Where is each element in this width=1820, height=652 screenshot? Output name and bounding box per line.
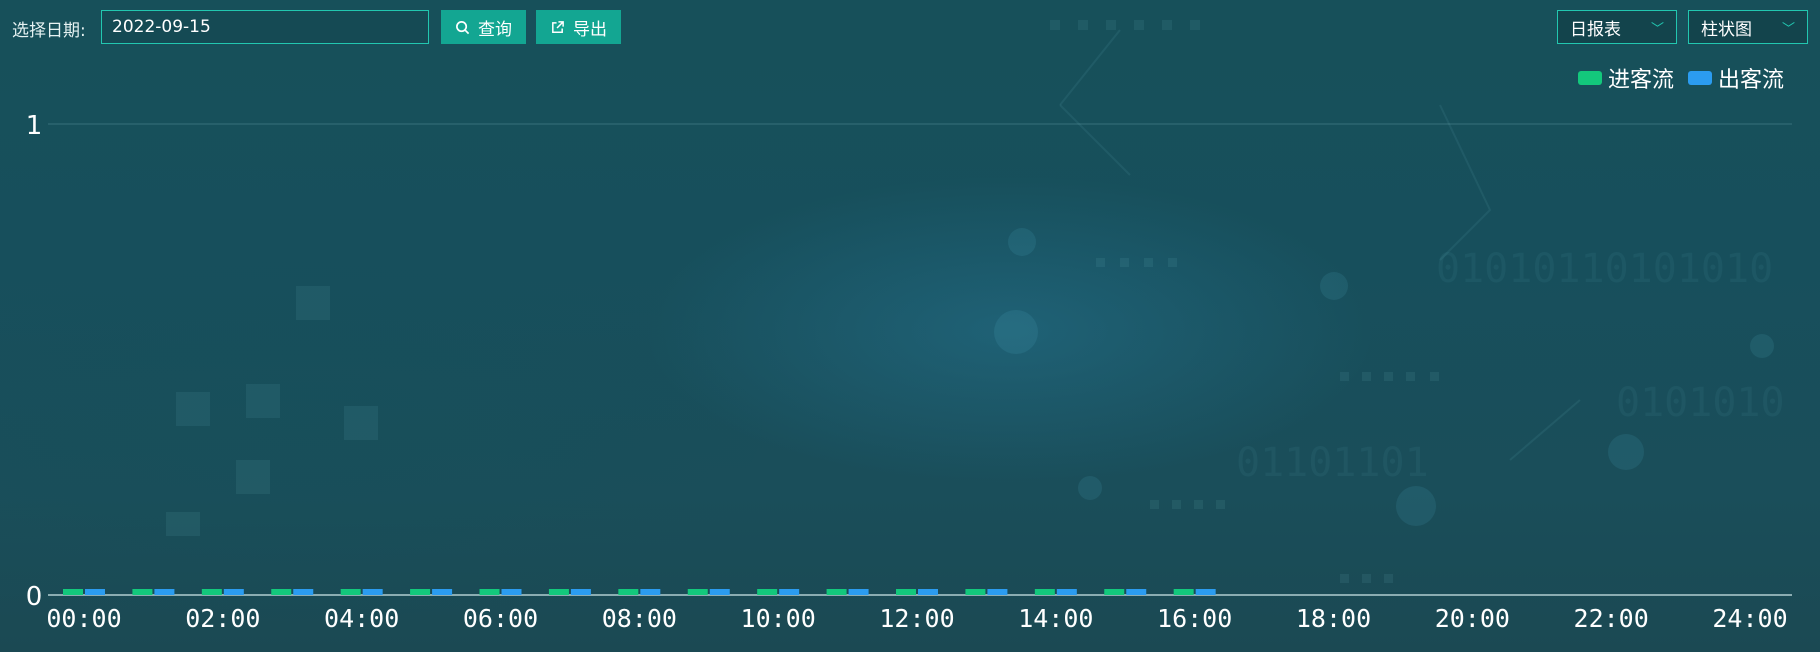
legend-swatch-in [1577, 71, 1602, 85]
chart-type-value: 柱状图 [1701, 19, 1752, 40]
x-tick-label: 00:00 [46, 604, 121, 633]
bar [1126, 589, 1147, 595]
legend-label-out: 出客流 [1717, 68, 1784, 93]
bar [687, 589, 708, 595]
y-tick-label: 1 [26, 111, 43, 141]
bar [1173, 589, 1194, 595]
bar [154, 589, 175, 595]
bar [757, 589, 778, 595]
bar [432, 589, 453, 595]
svg-text:0101010: 0101010 [1616, 380, 1785, 426]
export-icon [552, 20, 564, 33]
search-icon [456, 20, 470, 34]
bar [826, 589, 847, 595]
bar [271, 589, 292, 595]
bar [570, 589, 591, 595]
query-button-label: 查询 [478, 19, 512, 40]
bar [1034, 589, 1055, 595]
x-tick-label: 20:00 [1435, 604, 1510, 633]
report-type-select[interactable]: 日报表 ﹀ [1557, 10, 1677, 44]
x-tick-label: 04:00 [324, 604, 399, 633]
chart-legend: 进客流 出客流 [1577, 62, 1784, 94]
bar [618, 589, 639, 595]
chevron-down-icon: ﹀ [1781, 21, 1795, 37]
x-tick-label: 24:00 [1712, 604, 1787, 633]
legend-item-in[interactable]: 进客流 [1577, 62, 1674, 94]
chevron-down-icon: ﹀ [1650, 21, 1664, 37]
bar [548, 589, 569, 595]
bar [1195, 589, 1216, 595]
bar [640, 589, 661, 595]
bar [1104, 589, 1125, 595]
bar [987, 589, 1008, 595]
bar [410, 589, 431, 595]
bar [1056, 589, 1077, 595]
bar [362, 589, 383, 595]
bar [223, 589, 244, 595]
x-tick-label: 02:00 [185, 604, 260, 633]
bar [848, 589, 869, 595]
x-tick-label: 18:00 [1296, 604, 1371, 633]
y-tick-label: 0 [26, 582, 43, 612]
bar [85, 589, 105, 595]
svg-text:01101101: 01101101 [1236, 440, 1429, 486]
bar [293, 589, 314, 595]
bar [501, 589, 522, 595]
bar [965, 589, 986, 595]
legend-swatch-out [1687, 71, 1712, 85]
export-button[interactable]: 导出 [536, 10, 621, 44]
date-input[interactable] [101, 10, 429, 44]
bar [896, 589, 916, 595]
bar [201, 589, 222, 595]
bar [709, 589, 730, 595]
x-tick-label: 06:00 [463, 604, 538, 633]
x-tick-label: 08:00 [602, 604, 677, 633]
bar [63, 589, 83, 595]
bar [132, 589, 153, 595]
export-button-label: 导出 [573, 19, 607, 40]
toolbar: 选择日期: 查询 导出 日报表 ﹀ 柱状图 ﹀ [0, 0, 1820, 56]
date-label: 选择日期: [12, 21, 86, 41]
legend-item-out[interactable]: 出客流 [1687, 62, 1784, 94]
report-type-value: 日报表 [1570, 19, 1621, 40]
query-button[interactable]: 查询 [441, 10, 526, 44]
bar [479, 589, 500, 595]
x-tick-label: 16:00 [1157, 604, 1232, 633]
bar [918, 589, 938, 595]
bar [340, 589, 361, 595]
svg-text:01010110101010: 01010110101010 [1436, 246, 1773, 292]
x-tick-label: 12:00 [879, 604, 954, 633]
bar [779, 589, 800, 595]
x-tick-label: 14:00 [1018, 604, 1093, 633]
x-tick-label: 10:00 [741, 604, 816, 633]
legend-label-in: 进客流 [1607, 68, 1674, 93]
chart-type-select[interactable]: 柱状图 ﹀ [1688, 10, 1808, 44]
x-tick-label: 22:00 [1574, 604, 1649, 633]
